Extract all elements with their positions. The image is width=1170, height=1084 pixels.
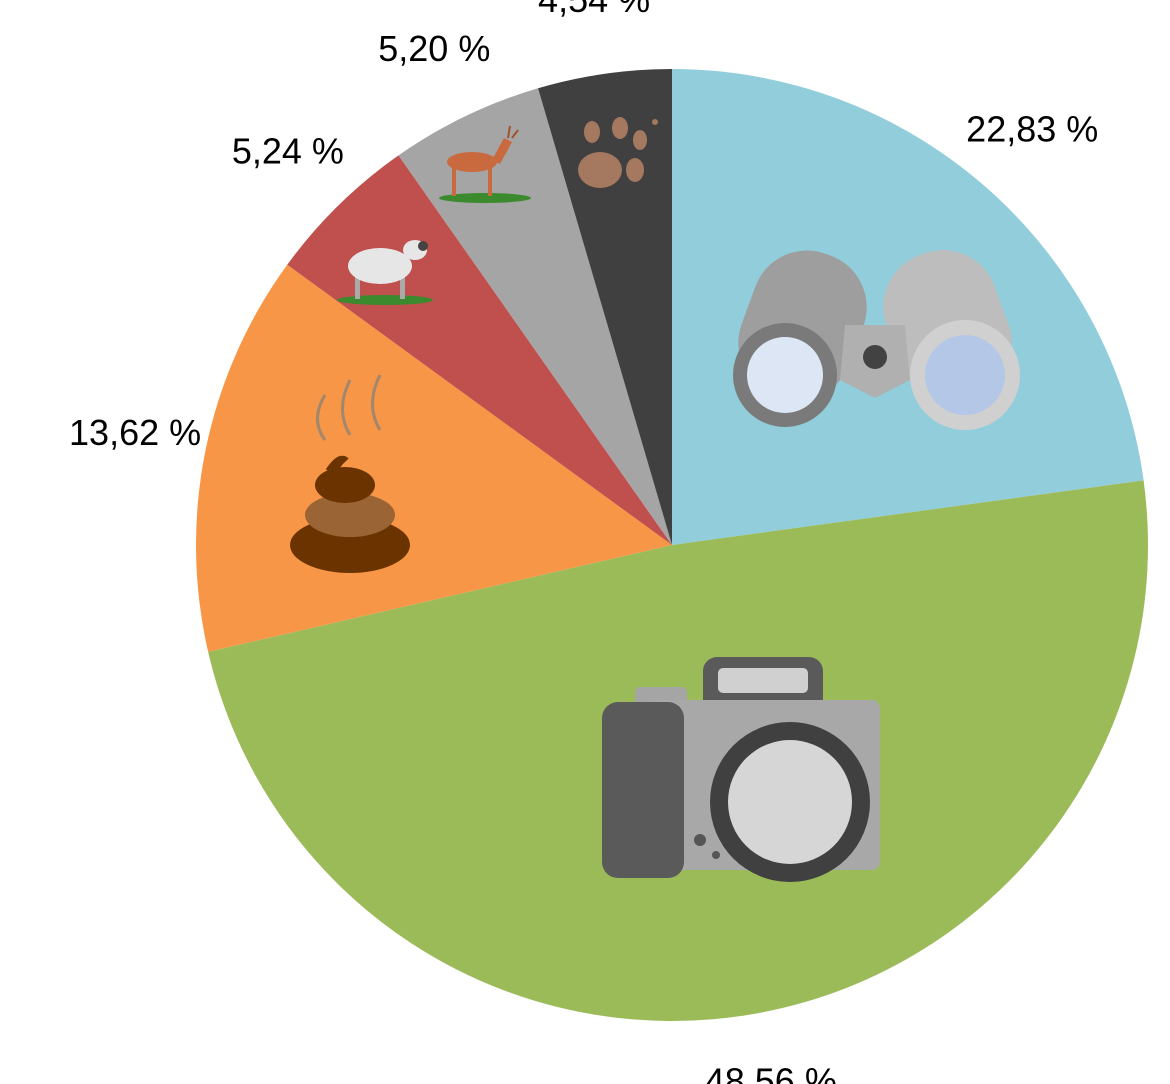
value-label: 13,62 % [69,412,201,453]
value-label: 5,20 % [378,28,490,69]
value-label: 5,24 % [232,131,344,172]
chart: 22,83 % 48,56 % 13,62 % 5,24 % 5,20 % 4,54 % [0,0,1170,1084]
value-label: 4,54 % [538,0,650,20]
value-label: 22,83 % [966,109,1098,150]
value-label: 48,56 % [705,1061,837,1084]
